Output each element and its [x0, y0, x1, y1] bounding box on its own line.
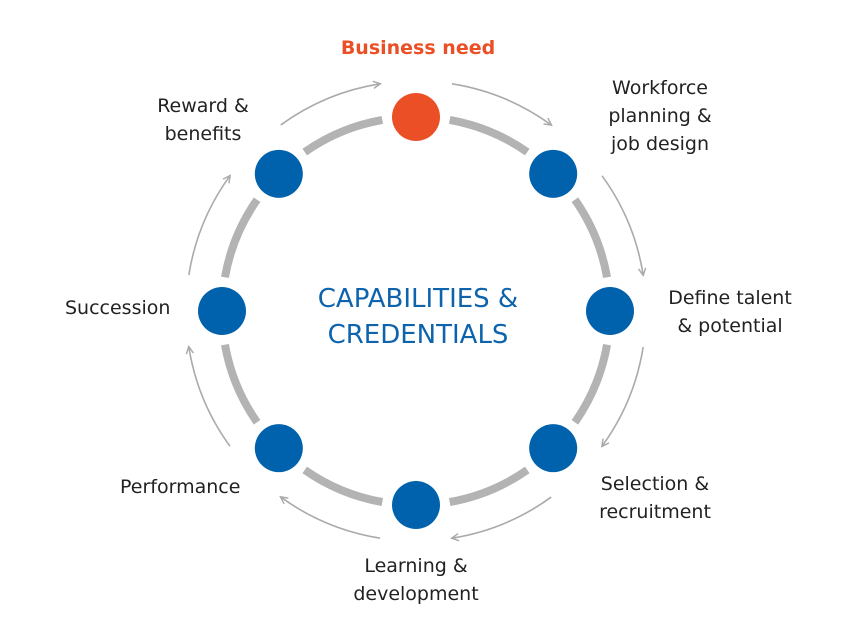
center-title: CAPABILITIES & CREDENTIALS — [317, 284, 519, 350]
stage-node-reward — [254, 149, 303, 198]
stage-node-performance — [254, 424, 303, 473]
stage-node-business-need — [392, 93, 440, 141]
flow-arrow-define-talent-to-selection — [602, 346, 644, 446]
flow-arrow-workforce-planning-to-define-talent — [601, 175, 643, 275]
stage-node-succession — [198, 287, 246, 335]
stage-label-learning: Learning & development — [353, 555, 479, 605]
stage-node-selection — [529, 424, 578, 473]
ring-segment-reward-to-business-need — [302, 116, 384, 156]
stage-label-performance: Performance — [120, 476, 241, 498]
ring-segment-performance-to-succession — [221, 343, 261, 425]
stage-label-succession: Succession — [65, 297, 171, 319]
stage-label-selection: Selection & recruitment — [599, 473, 711, 523]
ring-segment-workforce-planning-to-define-talent — [571, 197, 611, 279]
stage-node-workforce-planning — [529, 149, 578, 198]
stage-label-workforce-planning: Workforce planning & job design — [608, 77, 712, 155]
ring-segment-learning-to-performance — [302, 466, 384, 506]
ring-segment-define-talent-to-selection — [571, 343, 611, 425]
stage-node-define-talent — [586, 287, 634, 335]
flow-arrow-reward-to-business-need — [280, 84, 380, 126]
flow-arrow-learning-to-performance — [281, 497, 381, 539]
flow-arrow-selection-to-learning — [452, 496, 552, 538]
stage-node-learning — [392, 481, 440, 529]
flow-arrow-business-need-to-workforce-planning — [451, 83, 551, 125]
stage-label-business-need: Business need — [340, 37, 496, 59]
flow-arrow-succession-to-reward — [188, 176, 230, 276]
ring-segment-succession-to-reward — [221, 197, 261, 279]
flow-arrow-performance-to-succession — [189, 347, 231, 447]
stage-label-reward: Reward & benefits — [157, 95, 249, 145]
ring-segment-selection-to-learning — [448, 466, 530, 506]
stage-label-define-talent: Define talent & potential — [668, 287, 792, 337]
ring-segment-business-need-to-workforce-planning — [448, 116, 530, 156]
